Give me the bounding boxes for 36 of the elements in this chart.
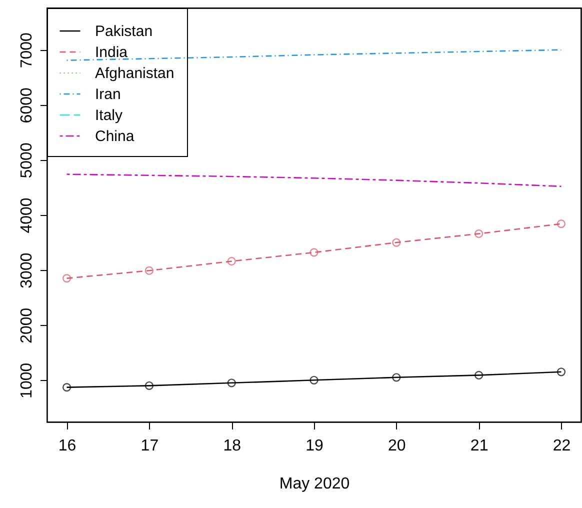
legend-label: China — [95, 128, 135, 145]
point — [62, 274, 72, 283]
legend-label: Iran — [95, 86, 121, 103]
point — [556, 220, 566, 228]
legend-label: Pakistan — [95, 23, 153, 40]
point — [310, 376, 318, 384]
line-series — [66, 174, 562, 188]
y-tick-label: 1000 — [18, 362, 36, 398]
point — [227, 256, 236, 266]
x-tick-label: 18 — [223, 438, 242, 454]
y-tick-label: 6000 — [18, 87, 36, 124]
point — [227, 378, 236, 388]
x-axis-title: May 2020 — [279, 476, 350, 492]
point — [144, 381, 154, 390]
y-tick-label: 5000 — [18, 142, 36, 178]
x-tick-label: 16 — [58, 438, 76, 454]
legend-label: Afghanistan — [95, 65, 174, 82]
x-tick-label: 19 — [306, 438, 324, 454]
legend-label: India — [95, 44, 128, 61]
x-tick-label: 17 — [140, 438, 159, 454]
point — [144, 266, 154, 275]
y-tick-label: 7000 — [18, 32, 36, 68]
y-tick-label: 2000 — [18, 308, 36, 344]
x-tick-label: 20 — [388, 438, 406, 454]
point — [474, 370, 484, 380]
point — [474, 229, 484, 238]
x-tick-label: 22 — [552, 438, 571, 454]
legend-label: Italy — [95, 107, 124, 124]
y-tick-label: 3000 — [18, 252, 36, 288]
point — [392, 238, 401, 247]
point — [62, 383, 72, 392]
y-tick-label: 4000 — [18, 198, 36, 234]
point — [310, 248, 318, 257]
point — [392, 373, 401, 382]
point — [556, 368, 566, 376]
x-tick-label: 21 — [470, 438, 488, 454]
